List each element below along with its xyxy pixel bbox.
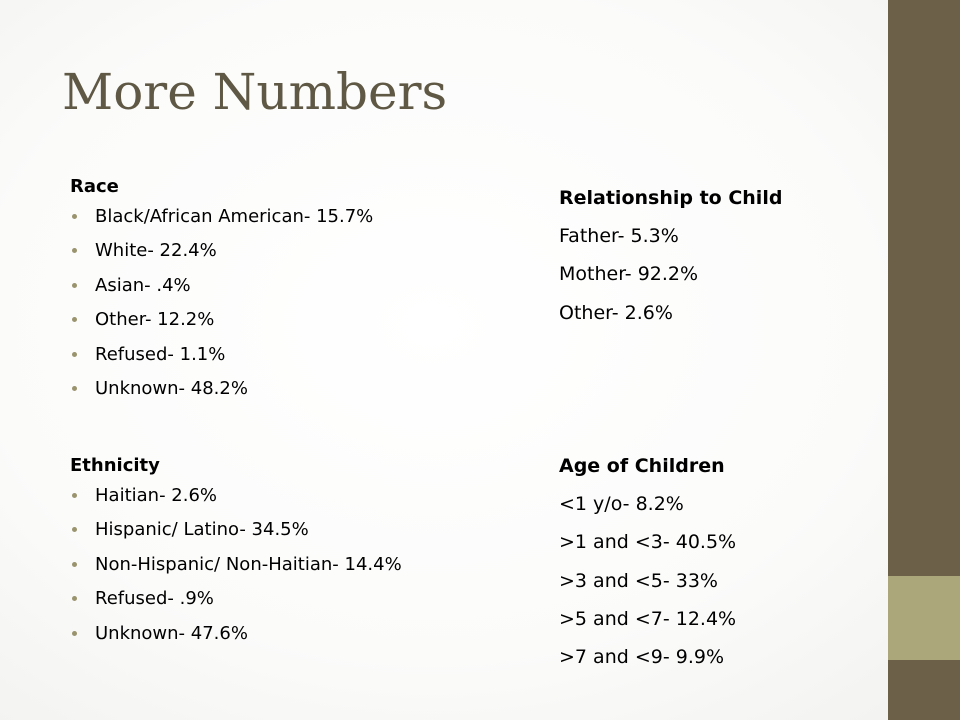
race-item: Unknown- 48.2% xyxy=(70,372,373,406)
slide-title: More Numbers xyxy=(62,63,448,121)
ethnicity-section: Ethnicity Haitian- 2.6% Hispanic/ Latino… xyxy=(70,453,402,651)
relationship-heading: Relationship to Child xyxy=(559,187,783,209)
ethnicity-item: Refused- .9% xyxy=(70,582,402,616)
ethnicity-list: Haitian- 2.6% Hispanic/ Latino- 34.5% No… xyxy=(70,479,402,651)
ethnicity-item: Haitian- 2.6% xyxy=(70,479,402,513)
relationship-item: Father- 5.3% xyxy=(559,225,679,247)
ethnicity-item: Unknown- 47.6% xyxy=(70,617,402,651)
age-item: <1 y/o- 8.2% xyxy=(559,493,684,515)
race-heading: Race xyxy=(70,176,119,197)
age-list: <1 y/o- 8.2% >1 and <3- 40.5% >3 and <5-… xyxy=(559,485,736,676)
race-item: White- 22.4% xyxy=(70,234,373,268)
race-item: Refused- 1.1% xyxy=(70,338,373,372)
ethnicity-item: Hispanic/ Latino- 34.5% xyxy=(70,513,402,547)
age-item: >3 and <5- 33% xyxy=(559,569,718,592)
relationship-section: Relationship to Child Father- 5.3% Mothe… xyxy=(559,180,782,332)
decorative-sidebar-accent xyxy=(888,576,960,660)
age-section: Age of Children <1 y/o- 8.2% >1 and <3- … xyxy=(559,448,736,676)
ethnicity-item: Non-Hispanic/ Non-Haitian- 14.4% xyxy=(70,548,402,582)
race-item: Other- 12.2% xyxy=(70,303,373,337)
race-list: Black/African American- 15.7% White- 22.… xyxy=(70,200,373,406)
age-item: >5 and <7- 12.4% xyxy=(559,607,737,630)
age-item: >7 and <9- 9.9% xyxy=(559,646,725,669)
relationship-list: Father- 5.3% Mother- 92.2% Other- 2.6% xyxy=(559,217,782,332)
race-section: Race Black/African American- 15.7% White… xyxy=(70,174,373,406)
relationship-item: Other- 2.6% xyxy=(559,301,673,324)
relationship-item: Mother- 92.2% xyxy=(559,263,699,286)
ethnicity-heading: Ethnicity xyxy=(70,455,160,476)
race-item: Black/African American- 15.7% xyxy=(70,200,373,234)
age-heading: Age of Children xyxy=(559,455,725,477)
age-item: >1 and <3- 40.5% xyxy=(559,531,737,554)
race-item: Asian- .4% xyxy=(70,269,373,303)
